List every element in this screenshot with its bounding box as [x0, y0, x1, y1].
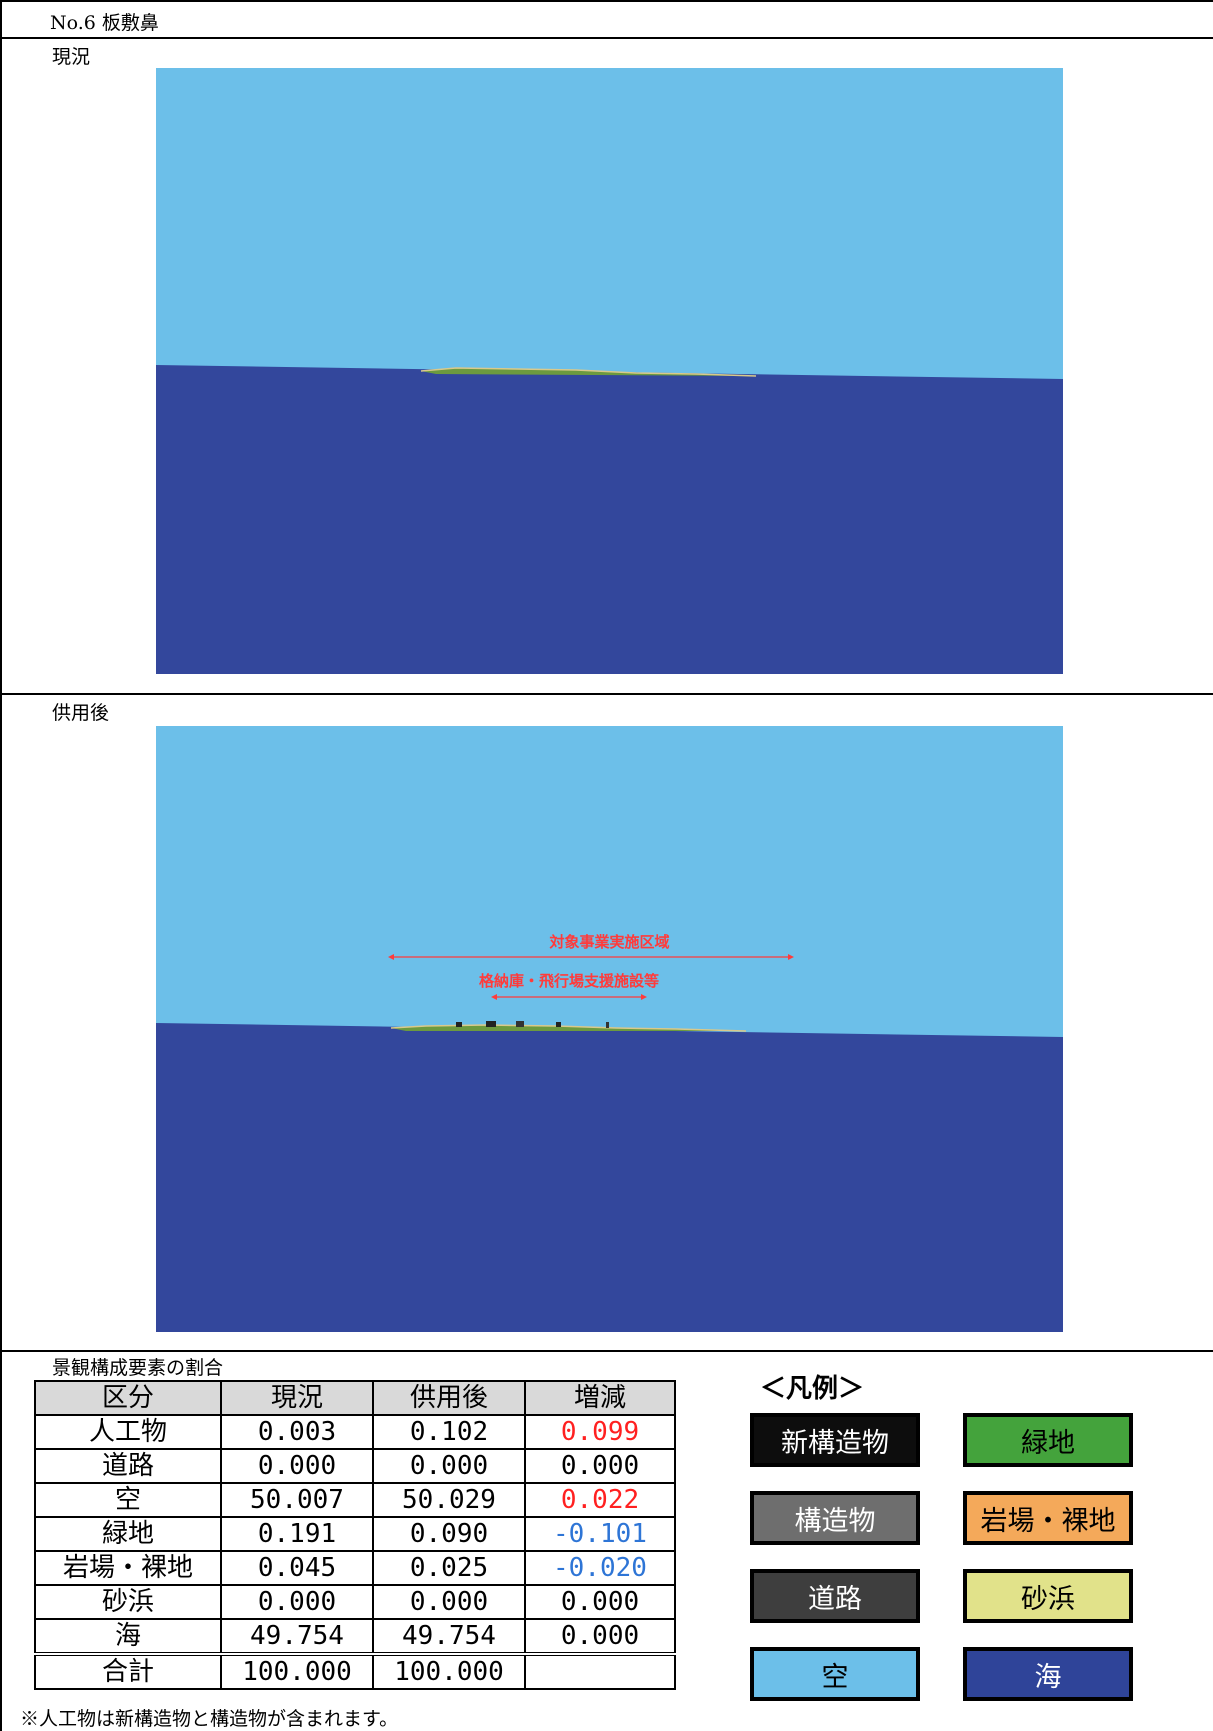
cell-change: 0.000	[524, 1618, 676, 1655]
section-label-after: 供用後	[52, 702, 110, 724]
legend-label: 道路	[808, 1583, 862, 1615]
legend-label: 海	[1034, 1661, 1062, 1693]
table-header-cell: 増減	[524, 1380, 676, 1416]
legend-item-sky: 空	[750, 1647, 920, 1701]
row-label: 海	[34, 1618, 222, 1655]
annotation-inner: 格納庫・飛行場支援施設等	[478, 972, 659, 990]
cell-current: 0.000	[220, 1448, 374, 1484]
section-divider-2	[0, 1350, 1213, 1352]
row-label: 緑地	[34, 1516, 222, 1552]
cell-change: 0.000	[524, 1448, 676, 1484]
table-header-cell: 供用後	[372, 1380, 526, 1416]
legend-item-sea: 海	[963, 1647, 1133, 1701]
legend-label: 緑地	[1021, 1427, 1075, 1459]
legend-item-green: 緑地	[963, 1413, 1133, 1467]
cell-current: 50.007	[220, 1482, 374, 1518]
cell-after: 50.029	[372, 1482, 526, 1518]
total-label: 合計	[34, 1652, 222, 1690]
row-label: 空	[34, 1482, 222, 1518]
photo-after: 対象事業実施区域 格納庫・飛行場支援施設等	[156, 726, 1063, 1332]
table-row: 海 49.754 49.754 0.000	[34, 1618, 676, 1655]
legend-item-structure: 構造物	[750, 1491, 920, 1545]
table-row: 人工物 0.003 0.102 0.099	[34, 1414, 676, 1450]
cell-change: 0.000	[524, 1584, 676, 1620]
cell-after: 0.090	[372, 1516, 526, 1552]
legend-title: ＜凡例＞	[760, 1374, 865, 1404]
cell-current: 0.191	[220, 1516, 374, 1552]
row-label: 岩場・裸地	[34, 1550, 222, 1586]
table-total-row: 合計 100.000 100.000	[34, 1652, 676, 1690]
cell-change: 0.099	[524, 1414, 676, 1450]
legend-label: 構造物	[794, 1505, 876, 1537]
cell-current: 0.003	[220, 1414, 374, 1450]
header-divider	[0, 37, 1213, 39]
total-current: 100.000	[220, 1652, 374, 1690]
footnote: ※人工物は新構造物と構造物が含まれます。	[20, 1708, 399, 1730]
row-label: 人工物	[34, 1414, 222, 1450]
legend-label: 岩場・裸地	[980, 1505, 1116, 1537]
cell-after: 0.102	[372, 1414, 526, 1450]
cell-current: 0.000	[220, 1584, 374, 1620]
table-row: 岩場・裸地 0.045 0.025 -0.020	[34, 1550, 676, 1586]
photo-current	[156, 68, 1063, 674]
legend-label: 新構造物	[781, 1427, 889, 1459]
legend-label: 空	[821, 1661, 849, 1693]
annotation-outer: 対象事業実施区域	[549, 933, 670, 951]
total-change	[524, 1652, 676, 1690]
table-caption: 景観構成要素の割合	[52, 1357, 224, 1379]
cell-after: 49.754	[372, 1618, 526, 1655]
cell-current: 49.754	[220, 1618, 374, 1655]
row-label: 道路	[34, 1448, 222, 1484]
cell-after: 0.000	[372, 1448, 526, 1484]
legend-item-new-structure: 新構造物	[750, 1413, 920, 1467]
table-row: 道路 0.000 0.000 0.000	[34, 1448, 676, 1484]
section-label-current: 現況	[52, 46, 91, 68]
legend-label: 砂浜	[1021, 1583, 1075, 1615]
section-divider-1	[0, 693, 1213, 695]
table-row: 空 50.007 50.029 0.022	[34, 1482, 676, 1518]
cell-change: 0.022	[524, 1482, 676, 1518]
cell-current: 0.045	[220, 1550, 374, 1586]
table-header-row: 区分 現況 供用後 増減	[34, 1380, 676, 1416]
cell-change: -0.020	[524, 1550, 676, 1586]
composition-table: 区分 現況 供用後 増減 人工物 0.003 0.102 0.099 道路 0.…	[34, 1380, 676, 1690]
table-row: 緑地 0.191 0.090 -0.101	[34, 1516, 676, 1552]
table-row: 砂浜 0.000 0.000 0.000	[34, 1584, 676, 1620]
table-header-cell: 現況	[220, 1380, 374, 1416]
total-after: 100.000	[372, 1652, 526, 1690]
table-header-cell: 区分	[34, 1380, 222, 1416]
page-title: No.6 板敷鼻	[50, 12, 159, 34]
legend-item-sand: 砂浜	[963, 1569, 1133, 1623]
cell-change: -0.101	[524, 1516, 676, 1552]
legend-item-road: 道路	[750, 1569, 920, 1623]
legend-item-rock: 岩場・裸地	[963, 1491, 1133, 1545]
cell-after: 0.000	[372, 1584, 526, 1620]
frame-left	[0, 0, 2, 1731]
row-label: 砂浜	[34, 1584, 222, 1620]
cell-after: 0.025	[372, 1550, 526, 1586]
frame-top	[0, 0, 1213, 2]
